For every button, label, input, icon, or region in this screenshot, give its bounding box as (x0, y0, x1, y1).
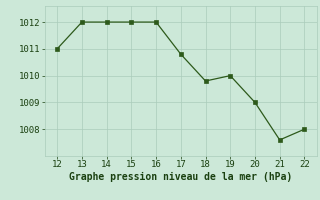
X-axis label: Graphe pression niveau de la mer (hPa): Graphe pression niveau de la mer (hPa) (69, 172, 292, 182)
